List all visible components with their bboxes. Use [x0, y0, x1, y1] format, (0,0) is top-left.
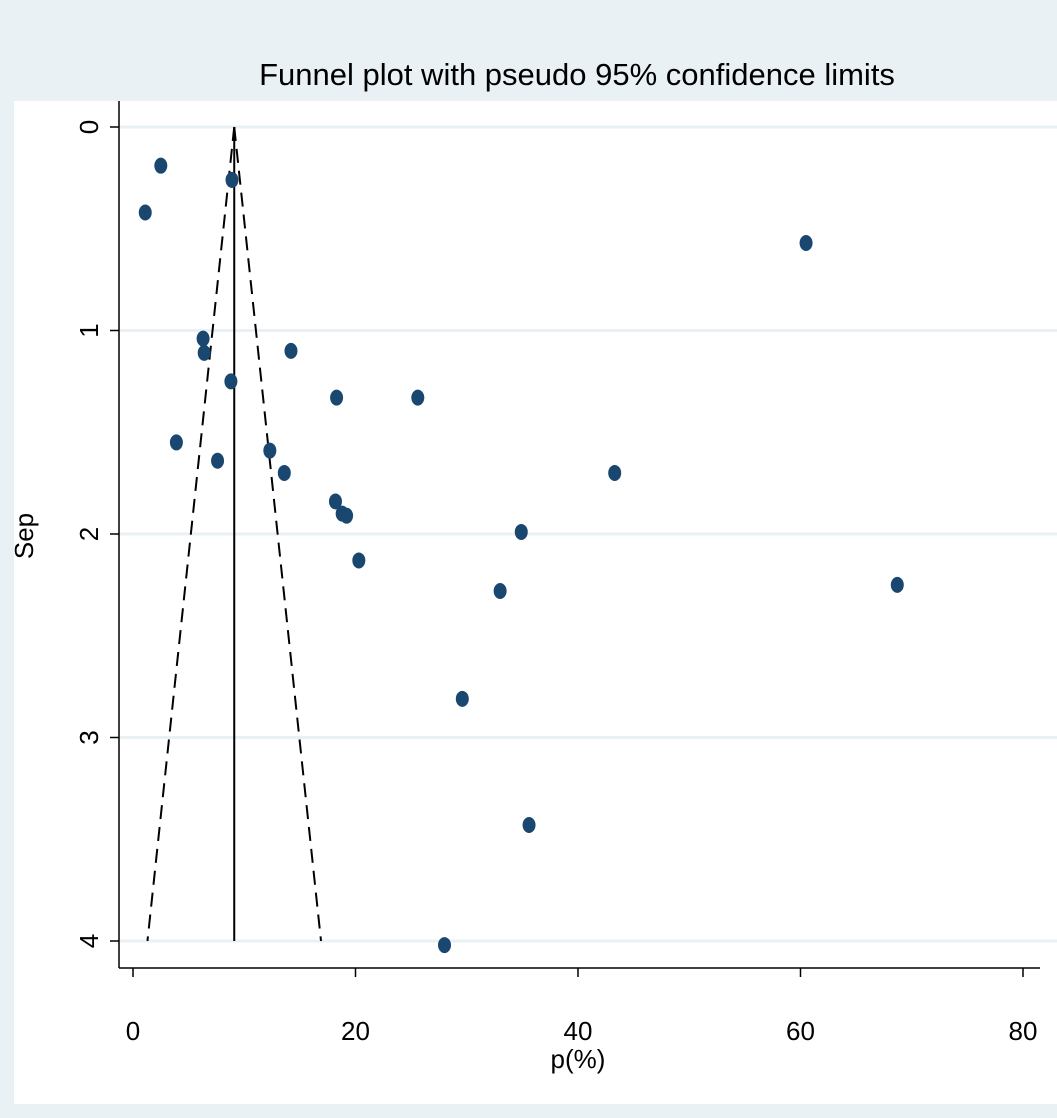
x-tick-label-80: 80 — [1009, 1016, 1038, 1046]
data-point — [138, 204, 152, 221]
data-point — [890, 576, 904, 593]
x-tick-label-0: 0 — [126, 1016, 140, 1046]
data-point — [169, 434, 183, 451]
y-tick-label-0: 0 — [74, 120, 104, 134]
data-point — [277, 464, 291, 481]
y-tick-label-2: 2 — [74, 527, 104, 541]
x-tick-label-60: 60 — [786, 1016, 815, 1046]
y-axis-label: Sep — [9, 513, 39, 559]
data-point — [154, 157, 168, 174]
data-point — [799, 234, 813, 251]
axes — [110, 101, 1040, 977]
y-tick-label-1: 1 — [74, 323, 104, 337]
confidence-limits — [146, 126, 323, 942]
x-tick-label-40: 40 — [564, 1016, 593, 1046]
data-points — [138, 157, 904, 954]
data-point — [455, 690, 469, 707]
x-axis-label: p(%) — [551, 1044, 606, 1074]
data-point — [328, 493, 342, 510]
data-point — [225, 171, 239, 188]
data-point — [493, 582, 507, 599]
grid-lines — [119, 125, 1057, 943]
data-point — [522, 817, 536, 834]
lower-confidence-limit — [146, 126, 236, 942]
data-point — [284, 342, 298, 359]
data-point — [438, 937, 451, 954]
data-point — [330, 389, 344, 406]
data-point — [514, 523, 528, 540]
data-point — [263, 442, 277, 459]
data-point — [211, 452, 225, 469]
x-tick-label-20: 20 — [341, 1016, 370, 1046]
upper-confidence-limit — [233, 126, 323, 942]
data-point — [224, 373, 238, 390]
data-point — [196, 330, 210, 347]
data-point — [340, 507, 354, 524]
data-point — [197, 344, 211, 361]
plot-area — [14, 101, 1057, 1104]
chart-title: Funnel plot with pseudo 95% confidence l… — [259, 57, 895, 92]
tick-labels: 0 20 40 60 80 0 1 2 3 4 — [74, 120, 1037, 1046]
data-point — [608, 464, 622, 481]
data-point — [352, 552, 366, 569]
data-point — [411, 389, 425, 406]
y-tick-label-4: 4 — [74, 934, 104, 948]
y-tick-label-3: 3 — [74, 730, 104, 744]
